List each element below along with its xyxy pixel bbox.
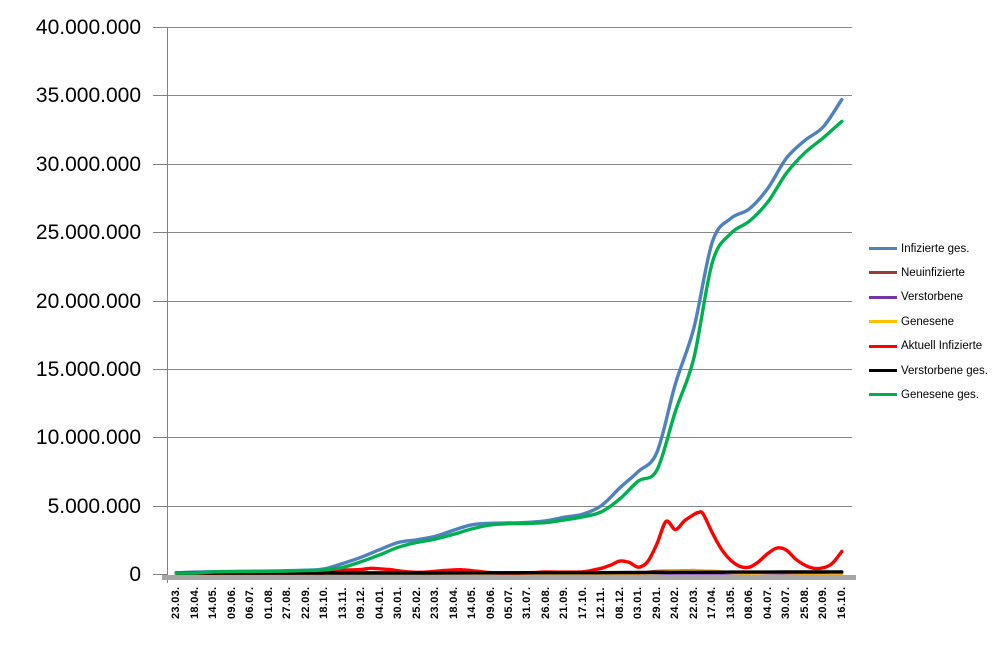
series-line-verstorbene-ges [174,570,844,575]
legend-label: Verstorbene ges. [901,364,988,377]
legend-swatch [869,271,897,275]
x-axis-label: 26.08. [539,586,552,619]
y-axis-label: 40.000.000 [35,15,141,39]
x-axis-label: 13.11. [336,587,349,619]
y-axis-label: 15.000.000 [35,357,141,381]
y-axis-label: 0 [129,562,141,586]
legend-item-verstorbene-ges: Verstorbene ges. [869,363,988,378]
x-axis-label: 18.04. [188,586,201,619]
legend-item-aktuell-infizierte: Aktuell Infizierte [869,339,982,354]
x-axis-label: 22.03. [687,586,700,619]
y-axis-label: 20.000.000 [35,289,141,313]
x-axis-label: 04.01. [373,586,386,619]
x-axis-label: 06.07. [244,586,257,619]
x-axis-label: 17.04. [706,586,719,619]
x-axis-label: 12.11. [595,587,608,619]
legend-item-infizierte-ges: Infizierte ges. [869,241,969,256]
x-axis-label: 27.08. [281,586,294,619]
x-axis-label: 14.05. [207,586,220,619]
x-axis-label: 09.12. [355,586,368,619]
legend-label: Genesene [901,315,955,328]
series-line-genesene-ges [174,119,844,575]
legend-swatch [869,295,897,299]
legend-label: Infizierte ges. [901,242,970,255]
legend-swatch [869,369,897,372]
x-axis-label: 18.10. [318,586,331,619]
legend-swatch [869,344,897,348]
legend-label: Verstorbene [901,291,964,304]
x-axis-label: 05.07. [503,586,515,619]
legend-item-verstorbene: Verstorbene [869,290,963,305]
x-axis-label: 17.10. [576,586,589,619]
x-axis-label: 29.01. [650,586,663,619]
x-axis-label: 01.08. [262,586,275,619]
x-axis-label: 09.06. [225,586,238,619]
series-line-infizierte-ges [174,97,844,575]
legend-item-genesene-ges: Genesene ges. [869,387,979,402]
y-axis-label: 30.000.000 [35,152,141,176]
y-axis-label: 35.000.000 [35,83,141,107]
x-axis-label: 16.10. [835,586,848,619]
x-axis-label: 22.09. [299,586,312,619]
x-axis-label: 14.05. [466,586,479,619]
legend-item-neuinfizierte: Neuinfizierte [869,265,965,280]
x-axis-label: 31.07. [521,586,534,619]
x-axis-label: 04.07. [761,586,774,619]
x-axis-label: 03.01. [632,586,645,619]
y-axis-label: 10.000.000 [35,425,141,449]
x-axis-label: 25.08. [798,586,811,619]
y-axis-label: 25.000.000 [35,220,141,244]
x-axis-label: 20.09. [817,586,830,619]
x-axis-label: 23.03. [170,586,183,619]
x-axis-label: 30.01. [392,586,405,619]
x-axis-label: 30.07. [780,586,793,619]
x-axis-label: 25.02. [410,586,423,619]
y-axis-label: 5.000.000 [47,494,141,518]
series-line-aktuell-infizierte [174,510,844,575]
legend-swatch [869,393,897,397]
legend-swatch [869,320,897,324]
x-axis-label: 09.06. [484,586,497,619]
x-axis-label: 24.02. [669,586,682,619]
x-axis-label: 18.04. [447,586,460,619]
x-axis-label: 21.09. [558,586,571,619]
x-axis-label: 23.03. [429,586,442,619]
legend-swatch [869,247,897,250]
x-axis-label: 08.12. [613,586,626,619]
legend-item-genesene: Genesene [869,314,954,329]
x-axis-label: 08.06. [743,586,756,619]
x-axis-label: 13.05. [724,586,737,619]
legend-label: Aktuell Infizierte [901,340,983,353]
x-axis-line [162,575,856,580]
legend-label: Genesene ges. [901,388,980,401]
legend-label: Neuinfizierte [901,266,965,279]
